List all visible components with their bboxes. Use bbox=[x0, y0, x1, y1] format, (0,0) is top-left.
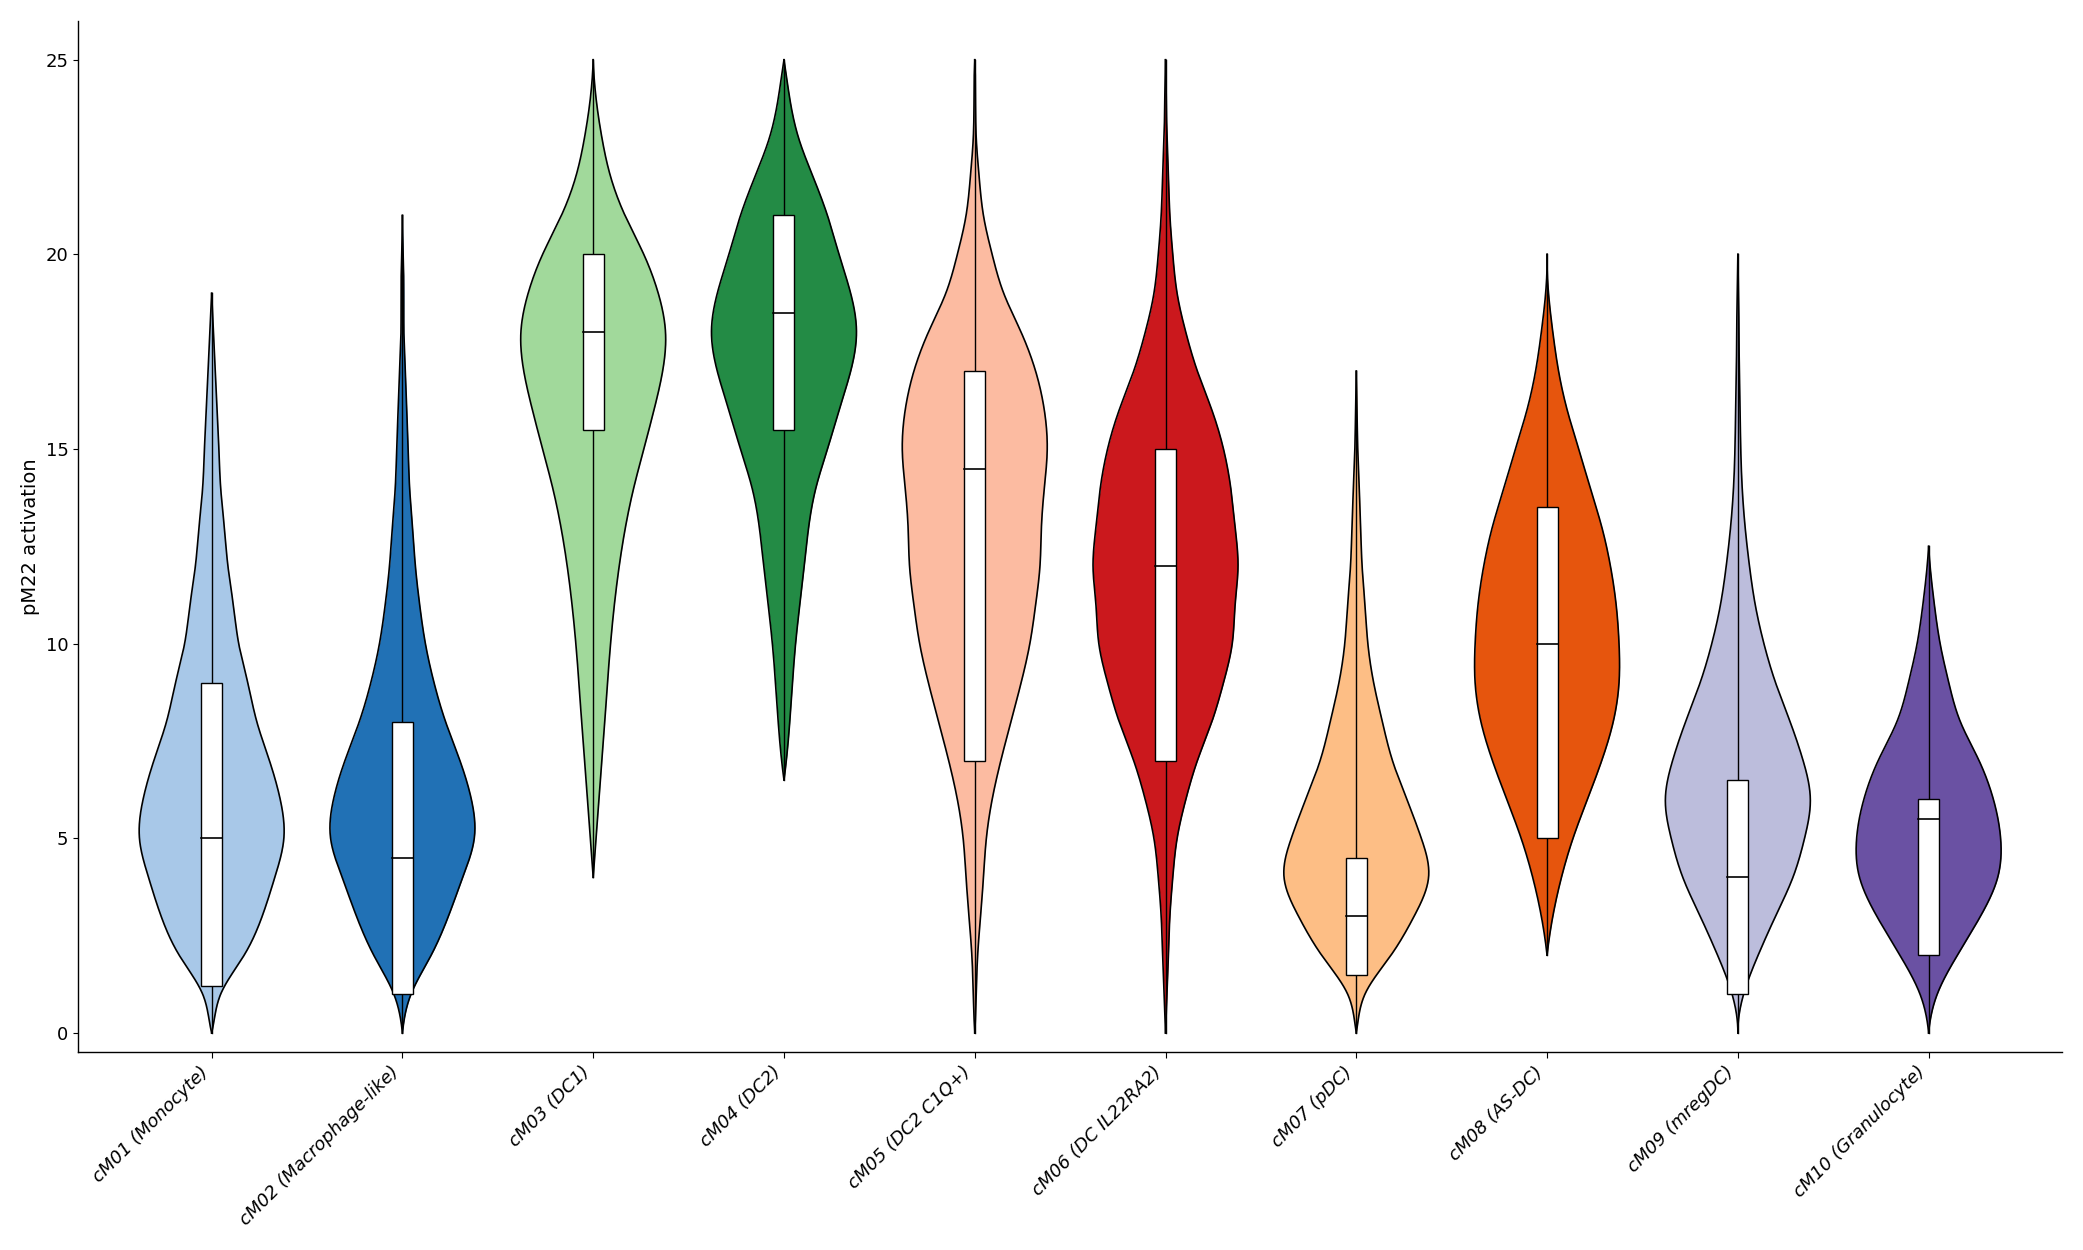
Bar bbox=[392, 721, 412, 994]
Bar bbox=[1156, 449, 1177, 760]
Bar bbox=[583, 255, 604, 430]
Bar bbox=[773, 215, 794, 430]
Bar bbox=[202, 682, 223, 986]
Bar bbox=[1727, 780, 1748, 994]
Y-axis label: pM22 activation: pM22 activation bbox=[21, 459, 40, 615]
Bar bbox=[1918, 800, 1939, 955]
Bar bbox=[1537, 508, 1558, 839]
Bar bbox=[1346, 858, 1366, 975]
Bar bbox=[964, 371, 985, 760]
